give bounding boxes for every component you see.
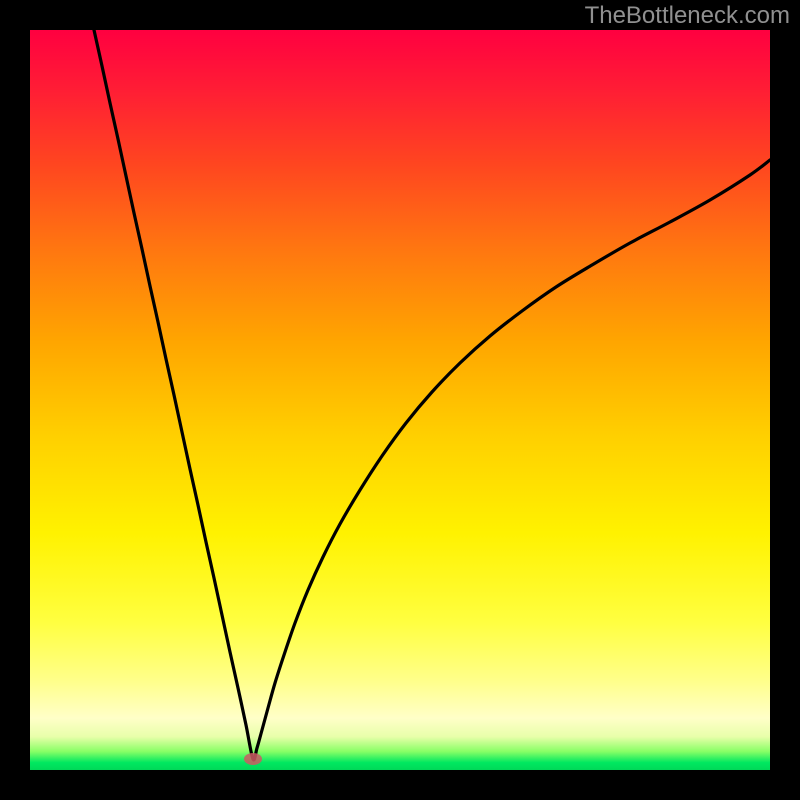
watermark-text: TheBottleneck.com: [585, 2, 790, 30]
plot-svg: [30, 30, 770, 770]
chart-outer: TheBottleneck.com: [0, 0, 800, 800]
minimum-marker: [244, 753, 262, 765]
gradient-background: [30, 30, 770, 770]
plot-area: [30, 30, 770, 770]
